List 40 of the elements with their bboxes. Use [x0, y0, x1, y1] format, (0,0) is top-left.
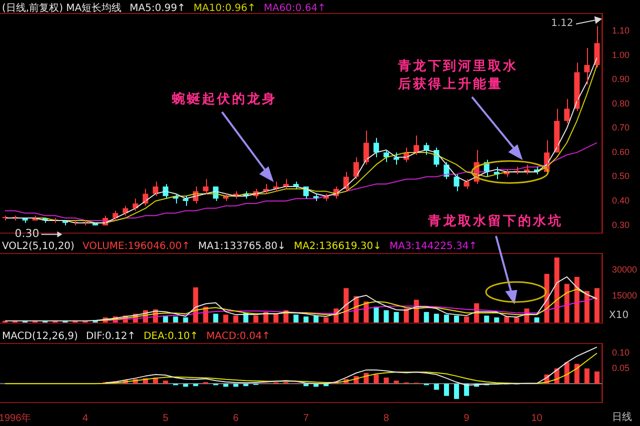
text: MA60:0.64↑ [264, 3, 326, 14]
y-tick-label: 1.10 [612, 25, 630, 36]
chart-title: (日线,前复权) MA短长均线 [2, 3, 122, 14]
text: 日线 [612, 410, 632, 424]
x-tick-label: 5 [162, 412, 169, 424]
y-tick-label: 0.80 [612, 98, 630, 108]
annotation: 1.12 [551, 18, 574, 29]
text: X10 [609, 310, 629, 321]
x-tick-label: 9 [464, 412, 470, 424]
text: MA5:0.99↑ [130, 3, 186, 14]
text: MA10:0.96↑ [194, 3, 256, 14]
y-tick-label: 0.40 [612, 196, 630, 206]
y-tick-label: 0.10 [612, 348, 630, 358]
x-tick-label: 1996年 [0, 412, 32, 424]
text: DIF:0.12↑ [86, 331, 136, 342]
chart-title: MACD(12,26,9) [2, 331, 78, 342]
annotation: 青龙取水留下的水坑 [428, 212, 563, 230]
y-tick-label: 0.30 [612, 220, 630, 230]
y-tick-label: 30000 [612, 264, 638, 274]
text: MA3:144225.34↑ [389, 241, 478, 252]
text: VOLUME:196046.00↑ [82, 241, 190, 252]
y-tick-label: 0.60 [612, 146, 630, 157]
y-tick-label: 1.00 [612, 50, 630, 60]
x-tick-label: 7 [303, 412, 310, 424]
y-tick-label: 0.70 [612, 122, 630, 133]
y-tick-label: 0.50 [612, 171, 630, 182]
text: DEA:0.10↑ [144, 331, 198, 342]
annotation: 蜿蜒起伏的龙身 [172, 90, 277, 108]
y-tick-label: 15000 [612, 290, 638, 301]
x-tick-label: 6 [233, 412, 239, 424]
x-tick-label: 4 [82, 412, 88, 424]
x-tick-label: 10 [531, 412, 543, 424]
x-tick-label: 8 [384, 412, 390, 424]
chart-title: VOL2(5,10,20) [2, 241, 74, 252]
y-tick-label: 0.05 [612, 362, 630, 373]
y-tick-label: 0.90 [612, 74, 630, 84]
text: MA1:133765.80↓ [198, 241, 286, 252]
annotation: 青龙下到河里取水后获得上升能量 [398, 58, 518, 94]
text: MA2:136619.30↓ [294, 241, 382, 252]
text: MACD:0.04↑ [206, 331, 270, 342]
